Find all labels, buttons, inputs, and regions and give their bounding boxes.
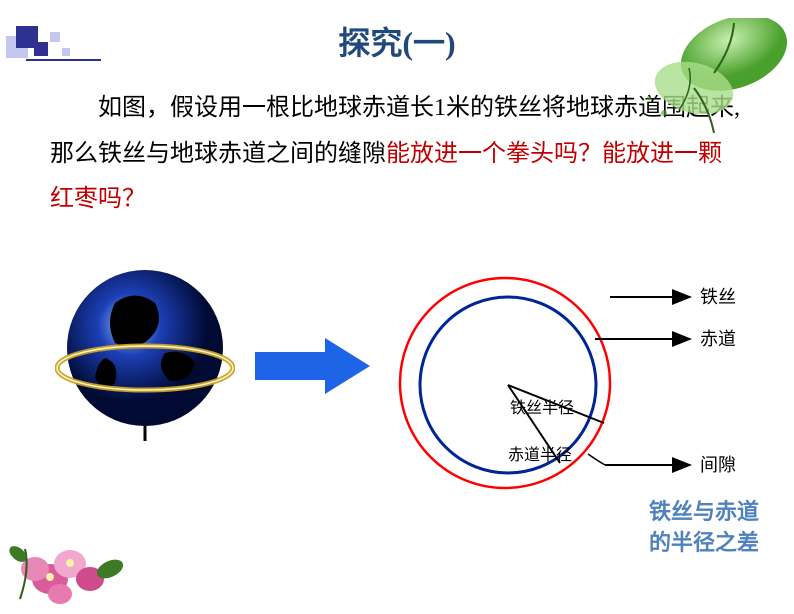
outline-line2: 的半径之差 [649, 528, 759, 559]
globe-figure [55, 263, 235, 448]
label-gap: 间隙 [700, 455, 736, 475]
globe-icon [55, 263, 235, 443]
flowers-icon [0, 499, 150, 609]
circle-diagram: 铁丝 赤道 铁丝半径 赤道半径 间隙 [380, 253, 780, 528]
leaf-icon [594, 18, 794, 138]
corner-squares-icon [6, 24, 106, 84]
arrow-right-icon [255, 338, 370, 394]
flowers-decoration [0, 499, 150, 614]
label-equator-radius: 赤道半径 [508, 446, 572, 464]
corner-decoration [6, 24, 106, 84]
big-arrow [255, 338, 370, 399]
outline-line1: 铁丝与赤道 [649, 497, 759, 528]
outline-annotation: 铁丝与赤道 的半径之差 [649, 497, 759, 559]
label-wire-radius: 铁丝半径 [510, 399, 574, 417]
concentric-circles-icon: 铁丝 赤道 铁丝半径 赤道半径 间隙 [380, 253, 780, 523]
label-wire: 铁丝 [700, 287, 736, 307]
leaf-decoration [594, 18, 794, 143]
title-text: 探究(一) [338, 25, 455, 61]
label-equator: 赤道 [700, 329, 736, 349]
